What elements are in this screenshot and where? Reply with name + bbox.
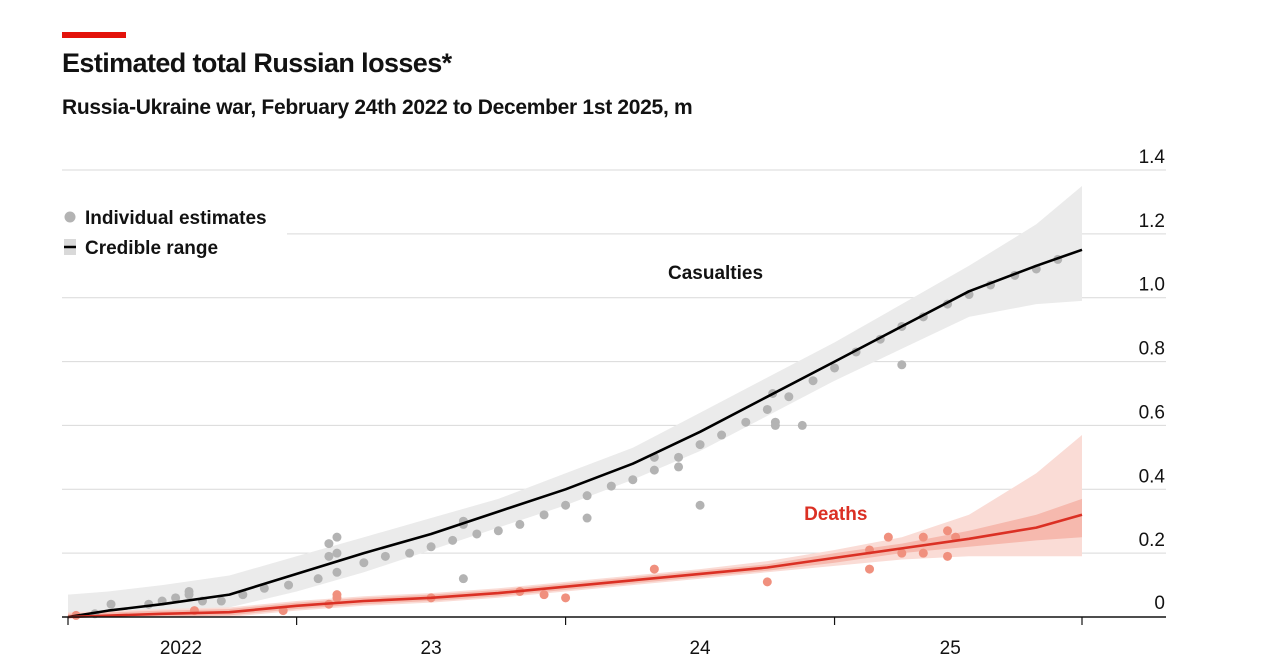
deaths-estimate-point [649,564,659,574]
deaths-estimate-point [865,564,875,574]
casualties-estimate-point [628,475,638,485]
casualties-estimate-point [606,481,616,491]
casualties-estimate-point [582,513,592,523]
casualties-estimate-point [649,465,659,475]
casualties-estimate-point [332,567,342,577]
casualties-estimate-point [582,491,592,501]
casualties-estimate-point [359,558,369,568]
chart-title: Estimated total Russian losses* [62,48,452,78]
deaths-estimate-point [539,590,549,600]
chart-subtitle: Russia-Ukraine war, February 24th 2022 t… [62,96,693,119]
deaths-estimate-point [332,590,342,600]
casualties-estimate-point [561,500,571,510]
deaths-estimate-point [561,593,571,603]
deaths-estimate-point [918,548,928,558]
deaths-line [67,513,1083,619]
y-tick-label: 0.8 [1139,339,1165,360]
y-tick-label: 0.4 [1139,466,1166,487]
legend-label-estimates: Individual estimates [85,208,267,229]
casualties-estimate-point [493,526,503,536]
casualties-estimate-point [284,580,294,590]
casualties-estimate-point [171,593,181,603]
casualties-estimate-point [458,574,468,584]
deaths-estimate-point [943,526,953,536]
casualties-estimate-point [797,420,807,430]
legend: Individual estimates Credible range [64,208,267,259]
casualties-estimate-point [741,417,751,427]
casualties-estimate-point [808,376,818,386]
y-tick-label: 1.0 [1139,275,1165,296]
casualties-estimate-point [717,430,727,440]
casualties-estimates [90,254,1063,619]
legend-background [62,195,287,265]
y-tick-label: 0.6 [1139,402,1165,423]
casualties-label: Casualties [668,263,763,284]
deaths-estimate-point [883,532,893,542]
y-tick-label: 1.4 [1139,147,1166,168]
y-tick-label: 0.2 [1139,530,1165,551]
casualties-estimate-point [426,542,436,552]
deaths-estimate-point [943,551,953,561]
casualties-estimate-point [784,392,794,402]
casualties-estimate-point [515,519,525,529]
x-tick-label: 23 [421,638,442,659]
casualties-estimate-point [332,548,342,558]
casualties-estimate-point [216,596,226,606]
y-tick-label: 1.2 [1139,211,1165,232]
deaths-estimate-point [918,532,928,542]
casualties-estimate-point [324,539,334,549]
casualties-estimate-point [313,574,323,584]
casualties-estimate-point [830,363,840,373]
legend-dot-icon [64,211,76,223]
casualties-estimate-point [695,500,705,510]
casualties-estimate-point [405,548,415,558]
casualties-estimate-point [472,529,482,539]
casualties-estimate-point [106,599,116,609]
casualties-estimate-point [332,532,342,542]
x-tick-label: 24 [689,638,711,659]
deaths-estimate-point [897,548,907,558]
legend-label-credible: Credible range [85,238,218,259]
casualties-estimate-point [259,583,269,593]
casualties-estimate-point [324,551,334,561]
deaths-estimate-point [762,577,772,587]
casualties-estimate-point [539,510,549,520]
casualties-estimate-point [897,360,907,370]
casualties-estimate-point [770,420,780,430]
deaths-label: Deaths [804,504,867,525]
casualties-estimate-point [380,551,390,561]
casualties-estimate-point [674,462,684,472]
y-tick-label: 0 [1154,593,1165,614]
accent-bar [62,32,126,38]
casualties-estimate-point [674,452,684,462]
casualties-estimate-point [448,535,458,545]
casualties-estimate-point [762,404,772,414]
casualties-estimate-point [184,586,194,596]
x-tick-label: 25 [940,638,961,659]
x-tick-label: 2022 [160,638,202,659]
casualties-line [67,248,1083,619]
casualties-estimate-point [695,440,705,450]
